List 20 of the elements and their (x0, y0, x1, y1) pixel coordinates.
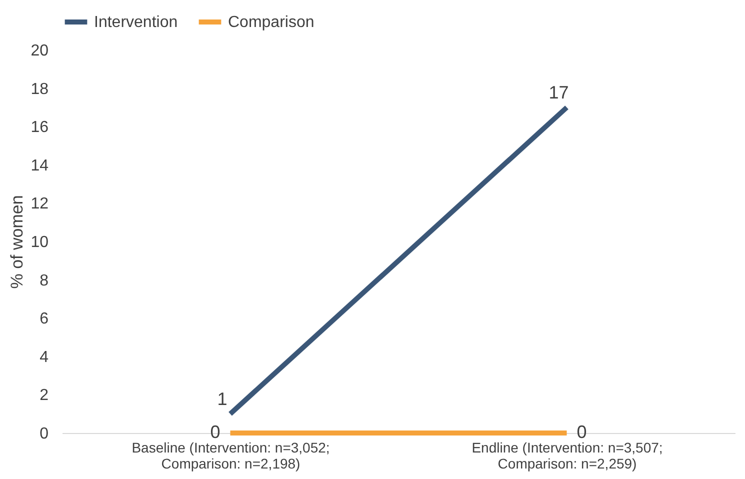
y-tick-label: 0 (40, 426, 49, 442)
data-label: 0 (210, 422, 220, 442)
y-axis-title: % of women (8, 195, 27, 289)
y-tick-label: 16 (30, 119, 49, 136)
legend-label: Intervention (94, 14, 178, 31)
y-tick-label: 14 (30, 157, 49, 174)
data-label: 1 (217, 388, 228, 409)
x-tick-label: Endline (Intervention: n=3,507; Comparison: n=2,259) (472, 440, 663, 472)
legend-label: Comparison (228, 14, 314, 31)
y-tick-label: 10 (30, 234, 49, 251)
y-tick-label: 20 (30, 42, 49, 60)
y-tick-label: 18 (30, 80, 49, 98)
y-tick-label: 6 (40, 310, 49, 328)
y-tick-label: 8 (40, 272, 49, 290)
y-tick-label: 4 (40, 348, 49, 366)
y-tick-label: 12 (30, 196, 49, 213)
data-label: 0 (576, 422, 587, 442)
y-tick-label: 2 (40, 387, 49, 404)
x-tick-label: Baseline (Intervention: n=3,052; Comparison: n=2,198) (132, 440, 330, 472)
data-label: 17 (548, 82, 569, 102)
